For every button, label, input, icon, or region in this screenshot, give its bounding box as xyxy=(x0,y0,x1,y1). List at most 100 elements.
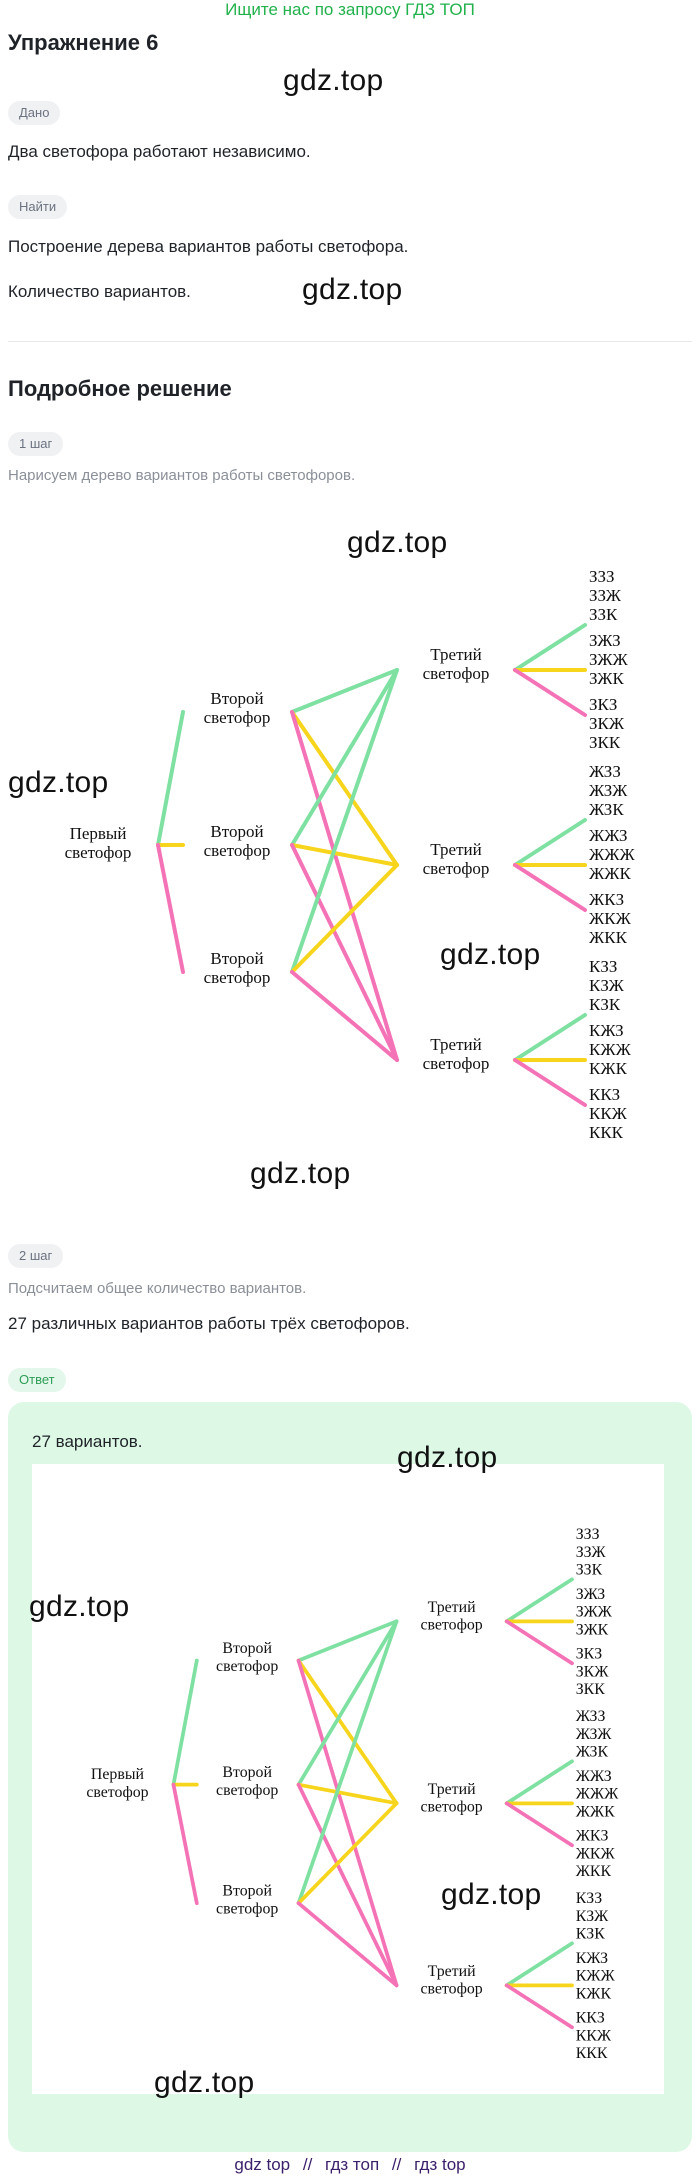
exercise-title: Упражнение 6 xyxy=(8,30,159,55)
outcome-label: КЗК xyxy=(589,995,621,1014)
branch-line xyxy=(156,843,185,974)
outcome-label: ЖЖЗ xyxy=(576,1768,612,1785)
branch-line xyxy=(290,863,399,974)
outcome-label: ККЖ xyxy=(576,2027,612,2044)
outcome-label: ЗЖЖ xyxy=(576,1604,613,1621)
outcome-label: ЖЖК xyxy=(576,1803,615,1820)
outcome-label: ЖКЖ xyxy=(576,1845,616,1862)
branch-line xyxy=(296,1658,399,1806)
branch-line xyxy=(290,970,399,1062)
outcome-label: ККЗ xyxy=(589,1085,620,1104)
branch-line xyxy=(296,1619,399,1787)
third-light-label: Третий светофор xyxy=(423,645,490,683)
outcome-label: ЖКК xyxy=(576,1863,612,1880)
answer-chip: Ответ xyxy=(8,1368,66,1392)
watermark: gdz.top xyxy=(8,766,109,799)
outcome-label: ЖЖК xyxy=(589,864,631,883)
branch-line xyxy=(513,668,587,717)
outcome-label: ЖЖЖ xyxy=(589,845,635,864)
outcome-label: ЗЖК xyxy=(589,669,625,688)
outcome-label: ЗЗК xyxy=(576,1562,603,1579)
watermark: gdz.top xyxy=(440,938,541,971)
watermark: gdz.top xyxy=(29,1590,130,1623)
find-line-2: Количество вариантов. xyxy=(8,282,191,301)
branch-line xyxy=(513,1013,587,1062)
branch-line xyxy=(290,710,399,867)
outcome-label: ККК xyxy=(576,2045,608,2060)
answer-figure-background xyxy=(32,1464,664,2094)
branch-line xyxy=(504,1619,574,1666)
branch-line xyxy=(513,863,587,912)
outcome-label: ЗЖЖ xyxy=(589,650,629,669)
branch-line xyxy=(296,1619,399,1663)
outcome-label: ЗЗЗ xyxy=(576,1526,600,1543)
branch-line xyxy=(504,1577,574,1624)
outcome-label: ККК xyxy=(589,1123,624,1140)
branch-line xyxy=(296,1619,399,1906)
outcome-label: ЖЗЗ xyxy=(589,762,621,781)
outcome-label: ЖКЗ xyxy=(589,890,624,909)
outcome-label: КЗЗ xyxy=(576,1890,603,1907)
second-light-label: Второй светофор xyxy=(216,1883,278,1918)
outcome-label: КЖК xyxy=(589,1059,628,1078)
outcome-label: КЖК xyxy=(576,1985,612,2002)
step-2-chip: 2 шаг xyxy=(8,1244,64,1268)
footer-links: gdz top // гдз топ // гдз top xyxy=(0,2155,700,2175)
find-chip: Найти xyxy=(8,195,68,219)
branch-line xyxy=(513,623,587,672)
footer-link[interactable]: gdz top xyxy=(234,2155,291,2174)
branch-line xyxy=(290,668,399,974)
branch-line xyxy=(296,1782,399,1806)
outcome-label: ЖКЗ xyxy=(576,1828,609,1845)
outcome-label: КЖЗ xyxy=(576,1950,608,1967)
third-light-label: Третий светофор xyxy=(420,1963,482,1998)
outcome-label: ККЗ xyxy=(576,2010,605,2027)
watermark: gdz.top xyxy=(250,1157,351,1190)
branch-line xyxy=(296,1801,399,1906)
outcome-label: КЗЗ xyxy=(589,957,617,976)
watermark: gdz.top xyxy=(397,1441,498,1474)
step-1-chip: 1 шаг xyxy=(8,432,64,456)
outcome-label: ЗЗЗ xyxy=(589,567,615,586)
second-light-label: Второй светофор xyxy=(204,689,271,727)
outcome-label: КЗК xyxy=(576,1926,606,1943)
outcome-label: ЗКК xyxy=(576,1681,606,1698)
variant-tree-diagram: Первый светофор Второй светофор Второй светоф… xyxy=(65,567,636,1140)
step-2-result: 27 различных вариантов работы трёх свето… xyxy=(8,1314,410,1333)
outcome-label: ЗКЗ xyxy=(576,1646,603,1663)
outcome-label: ЖЗК xyxy=(576,1744,609,1761)
outcome-label: ККЖ xyxy=(589,1104,628,1123)
outcome-label: ЖЗЗ xyxy=(576,1708,606,1725)
outcome-label: ЗКК xyxy=(589,733,621,752)
branch-line xyxy=(290,668,399,714)
outcome-label: ЖЖЗ xyxy=(589,826,628,845)
first-light-label: Первый светофор xyxy=(65,824,132,862)
outcome-label: ЗЖЗ xyxy=(589,631,621,650)
branch-line xyxy=(296,1658,399,1988)
branch-line xyxy=(296,1782,399,1988)
outcome-label: ЗКЖ xyxy=(576,1663,610,1680)
branch-line xyxy=(290,843,399,867)
footer-link[interactable]: гдз top xyxy=(414,2155,466,2174)
divider xyxy=(8,341,692,342)
outcome-label: КЗЖ xyxy=(589,976,625,995)
watermark: gdz.top xyxy=(441,1878,542,1911)
footer-separator: // xyxy=(302,2155,313,2174)
branch-line xyxy=(504,1941,574,1988)
branch-line xyxy=(171,1782,199,1906)
branch-line xyxy=(171,1658,199,1787)
outcome-label: КЗЖ xyxy=(576,1908,609,1925)
given-chip: Дано xyxy=(8,101,61,125)
branch-line xyxy=(156,710,185,847)
branch-line xyxy=(504,1983,574,2030)
outcome-label: ЖКЖ xyxy=(589,909,632,928)
outcome-label: ЖЖЖ xyxy=(576,1786,619,1803)
branch-line xyxy=(504,1801,574,1848)
footer-link[interactable]: гдз топ xyxy=(325,2155,380,2174)
outcome-label: ЗЖЗ xyxy=(576,1586,606,1603)
second-light-label: Второй светофор xyxy=(216,1764,278,1799)
footer-separator: // xyxy=(391,2155,402,2174)
step-1-text: Нарисуем дерево вариантов работы светофо… xyxy=(8,467,356,484)
branch-line xyxy=(290,843,399,1062)
first-light-label: Первый светофор xyxy=(86,1766,148,1801)
